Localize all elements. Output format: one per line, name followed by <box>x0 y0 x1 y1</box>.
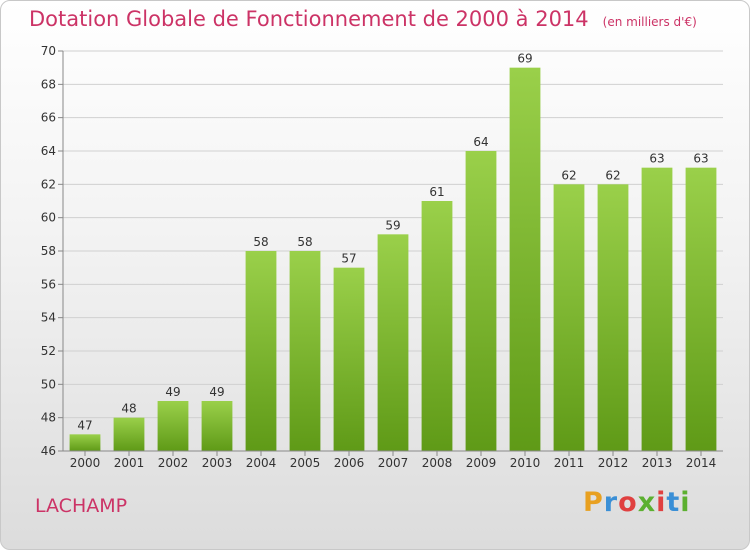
x-tick-label: 2007 <box>378 456 409 470</box>
x-tick-label: 2004 <box>246 456 277 470</box>
bar-value-label: 59 <box>385 218 400 232</box>
logo-letter: P <box>583 487 604 518</box>
bar-value-label: 61 <box>429 185 444 199</box>
y-tick-label: 52 <box>41 344 56 358</box>
y-tick-label: 56 <box>41 277 56 291</box>
x-tick-label: 2002 <box>158 456 189 470</box>
x-tick-label: 2010 <box>510 456 541 470</box>
bar-value-label: 62 <box>605 168 620 182</box>
bar-2007 <box>377 234 409 451</box>
chart-unit: (en milliers d'€) <box>602 15 697 29</box>
x-tick-label: 2003 <box>202 456 233 470</box>
bar-value-label: 49 <box>165 385 180 399</box>
bar-2001 <box>113 417 145 451</box>
logo-letter: i <box>680 487 691 518</box>
y-tick-label: 46 <box>41 444 56 458</box>
bar-value-label: 69 <box>517 52 532 66</box>
bar-value-label: 58 <box>297 235 312 249</box>
logo-letter: t <box>666 487 681 518</box>
bar-value-label: 62 <box>561 168 576 182</box>
bar-value-label: 49 <box>209 385 224 399</box>
bar-2011 <box>553 184 585 452</box>
bar-2004 <box>245 251 277 451</box>
x-tick-label: 2012 <box>598 456 629 470</box>
bar-2005 <box>289 251 321 451</box>
y-tick-label: 68 <box>41 77 56 91</box>
bar-2000 <box>69 434 101 451</box>
bars: 47 48 49 49 58 58 57 59 61 64 69 62 62 63 63 <box>69 52 717 452</box>
bar-value-label: 63 <box>649 152 664 166</box>
bar-2010 <box>509 67 541 452</box>
y-tick-label: 70 <box>41 44 56 58</box>
y-tick-label: 58 <box>41 244 56 258</box>
bar-value-label: 63 <box>693 152 708 166</box>
y-tick-label: 62 <box>41 177 56 191</box>
commune-name: LACHAMP <box>35 495 128 517</box>
bar-value-label: 47 <box>77 418 92 432</box>
x-tick-label: 2001 <box>114 456 145 470</box>
x-tick-label: 2000 <box>70 456 101 470</box>
bar-value-label: 64 <box>473 135 488 149</box>
logo-letter: r <box>603 487 619 518</box>
x-tick-label: 2013 <box>642 456 673 470</box>
y-axis: 46 48 50 52 54 56 58 60 62 64 66 68 70 <box>41 44 64 458</box>
bar-2013 <box>641 167 673 451</box>
logo-letter: o <box>618 487 638 518</box>
bar-2014 <box>685 167 717 451</box>
x-tick-label: 2008 <box>422 456 453 470</box>
x-tick-label: 2011 <box>554 456 585 470</box>
chart-title: Dotation Globale de Fonctionnement de 20… <box>29 7 697 31</box>
x-tick-label: 2006 <box>334 456 365 470</box>
x-axis: 2000 2001 2002 2003 2004 2005 2006 2007 2008 2009… <box>63 450 723 470</box>
bar-2012 <box>597 184 629 452</box>
x-tick-label: 2005 <box>290 456 321 470</box>
y-tick-label: 54 <box>41 311 56 325</box>
chart-title-text: Dotation Globale de Fonctionnement de 20… <box>29 7 589 31</box>
y-tick-label: 66 <box>41 111 56 125</box>
x-tick-label: 2009 <box>466 456 497 470</box>
y-tick-label: 48 <box>41 411 56 425</box>
bar-2002 <box>157 401 189 451</box>
bar-2009 <box>465 151 497 451</box>
proxiti-logo[interactable]: Proxiti <box>583 487 691 518</box>
bar-value-label: 58 <box>253 235 268 249</box>
bar-value-label: 48 <box>121 402 136 416</box>
logo-letter: i <box>656 487 667 518</box>
y-tick-label: 50 <box>41 377 56 391</box>
y-tick-label: 64 <box>41 144 56 158</box>
x-tick-label: 2014 <box>686 456 717 470</box>
bar-value-label: 57 <box>341 252 356 266</box>
y-tick-label: 60 <box>41 211 56 225</box>
bar-2008 <box>421 201 453 451</box>
bar-2006 <box>333 267 365 451</box>
logo-letter: x <box>637 487 657 518</box>
bar-2003 <box>201 401 233 451</box>
